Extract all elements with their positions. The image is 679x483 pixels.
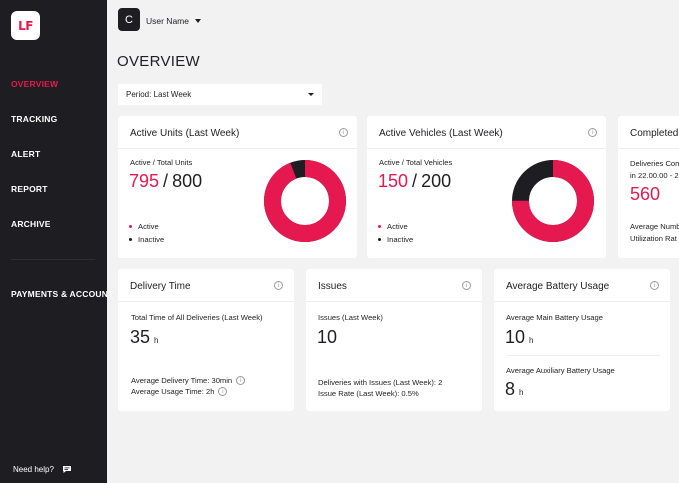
delivery-time-unit: h	[154, 336, 159, 345]
aux-battery-unit: h	[519, 388, 524, 397]
sidebar-item-overview[interactable]: OVERVIEW	[11, 79, 59, 89]
avg-delivery-time: Average Delivery Time: 30min	[131, 376, 233, 385]
deliveries-with-issues: Deliveries with Issues (Last Week): 2	[318, 378, 443, 387]
info-icon[interactable]: i	[236, 376, 246, 385]
count-separator: /	[163, 171, 169, 191]
delivery-time-value: 35	[130, 327, 151, 347]
top-bar: C User Name	[107, 0, 679, 40]
sidebar-divider	[11, 259, 95, 260]
need-help-link[interactable]: Need help?	[13, 465, 72, 474]
sidebar-item-alert[interactable]: ALERT	[11, 149, 41, 159]
need-help-label: Need help?	[13, 465, 54, 474]
legend-active-label: Active	[387, 222, 408, 231]
user-menu[interactable]: User Name	[146, 16, 201, 26]
card-completed: Completed I Deliveries Com in 22.00.00 -…	[618, 116, 679, 258]
card-divider	[494, 301, 670, 302]
completed-line-2: in 22.00.00 - 2	[630, 171, 679, 180]
active-units-value: 795	[129, 171, 160, 191]
page-title: OVERVIEW	[117, 53, 200, 70]
card-divider	[118, 301, 294, 302]
card-title: Completed I	[630, 128, 679, 139]
legend-active: Active	[378, 222, 408, 231]
units-label: Active / Total Units	[130, 158, 193, 167]
delivery-time-label: Total Time of All Deliveries (Last Week)	[131, 313, 263, 322]
info-icon[interactable]: i	[588, 128, 597, 137]
card-divider	[306, 301, 482, 302]
active-vehicles-value: 150	[378, 171, 409, 191]
logo-text: LF	[18, 18, 33, 33]
card-battery-usage: Average Battery Usage i Average Main Bat…	[494, 269, 670, 411]
issues-value: 10	[317, 327, 338, 347]
legend-active-label: Active	[138, 222, 159, 231]
avg-usage-row: Average Usage Time: 2h i	[131, 387, 228, 396]
period-select[interactable]: Period: Last Week	[118, 84, 322, 105]
sidebar-item-payments-account[interactable]: PAYMENTS & ACCOUNT	[11, 289, 114, 299]
legend-inactive: Inactive	[129, 235, 164, 244]
info-icon[interactable]: i	[274, 281, 283, 290]
card-title: Active Vehicles (Last Week)	[379, 128, 503, 139]
inactive-dot	[129, 238, 132, 241]
card-title: Active Units (Last Week)	[130, 128, 240, 139]
legend-active: Active	[129, 222, 159, 231]
units-donut-chart	[264, 160, 346, 242]
app-logo[interactable]: LF	[11, 11, 40, 40]
user-name: User Name	[146, 16, 189, 26]
info-icon[interactable]: i	[339, 128, 348, 137]
aux-battery-label: Average Auxiliary Battery Usage	[506, 366, 615, 375]
legend-inactive-label: Inactive	[138, 235, 165, 244]
aux-battery-value: 8	[505, 379, 516, 399]
completed-value: 560	[630, 184, 661, 204]
main-battery-label: Average Main Battery Usage	[506, 313, 603, 322]
card-issues: Issues i Issues (Last Week) 10 Deliverie…	[306, 269, 482, 411]
completed-line-3: Average Numb	[630, 222, 679, 231]
aux-battery-value-row: 8 h	[505, 379, 523, 400]
active-dot	[378, 225, 381, 228]
card-title: Delivery Time	[130, 281, 191, 292]
units-count: 795 / 800	[129, 171, 202, 192]
donut-active-arc	[264, 160, 346, 242]
sidebar-item-report[interactable]: REPORT	[11, 184, 48, 194]
info-icon[interactable]: i	[462, 281, 471, 290]
chevron-down-icon	[194, 19, 201, 23]
card-divider	[367, 148, 606, 149]
sidebar-item-tracking[interactable]: TRACKING	[11, 114, 58, 124]
card-delivery-time: Delivery Time i Total Time of All Delive…	[118, 269, 294, 411]
avg-delivery-row: Average Delivery Time: 30min i	[131, 376, 246, 385]
avatar[interactable]: C	[118, 8, 140, 31]
card-active-vehicles: Active Vehicles (Last Week) i Active / T…	[367, 116, 606, 258]
card-active-units: Active Units (Last Week) i Active / Tota…	[118, 116, 357, 258]
completed-line-4: Utilization Rat	[630, 234, 677, 243]
vehicles-label: Active / Total Vehicles	[379, 158, 453, 167]
inactive-dot	[378, 238, 381, 241]
completed-line-1: Deliveries Com	[630, 159, 679, 168]
chat-bubble-icon	[62, 465, 72, 474]
sidebar-item-archive[interactable]: ARCHIVE	[11, 219, 51, 229]
vehicles-count: 150 / 200	[378, 171, 451, 192]
main-battery-unit: h	[529, 336, 534, 345]
legend-inactive: Inactive	[378, 235, 413, 244]
donut-active-arc	[512, 160, 594, 242]
issues-label: Issues (Last Week)	[318, 313, 383, 322]
info-icon[interactable]: i	[218, 387, 228, 396]
battery-divider	[506, 355, 660, 356]
card-divider	[118, 148, 357, 149]
issue-rate: Issue Rate (Last Week): 0.5%	[318, 389, 419, 398]
main-battery-value: 10	[505, 327, 526, 347]
info-icon[interactable]: i	[650, 281, 659, 290]
active-dot	[129, 225, 132, 228]
delivery-time-value-row: 35 h	[130, 327, 158, 348]
sidebar: LF OVERVIEW TRACKING ALERT REPORT ARCHIV…	[0, 0, 113, 483]
main-battery-value-row: 10 h	[505, 327, 533, 348]
vehicles-donut-chart	[512, 160, 594, 242]
avg-usage-time: Average Usage Time: 2h	[131, 387, 215, 396]
card-title: Average Battery Usage	[506, 281, 610, 292]
period-select-value: Period: Last Week	[126, 90, 192, 99]
count-separator: /	[412, 171, 418, 191]
card-divider	[618, 148, 679, 149]
total-units-value: 800	[172, 171, 203, 191]
total-vehicles-value: 200	[421, 171, 452, 191]
chevron-down-icon	[308, 93, 314, 96]
legend-inactive-label: Inactive	[387, 235, 414, 244]
card-title: Issues	[318, 281, 347, 292]
